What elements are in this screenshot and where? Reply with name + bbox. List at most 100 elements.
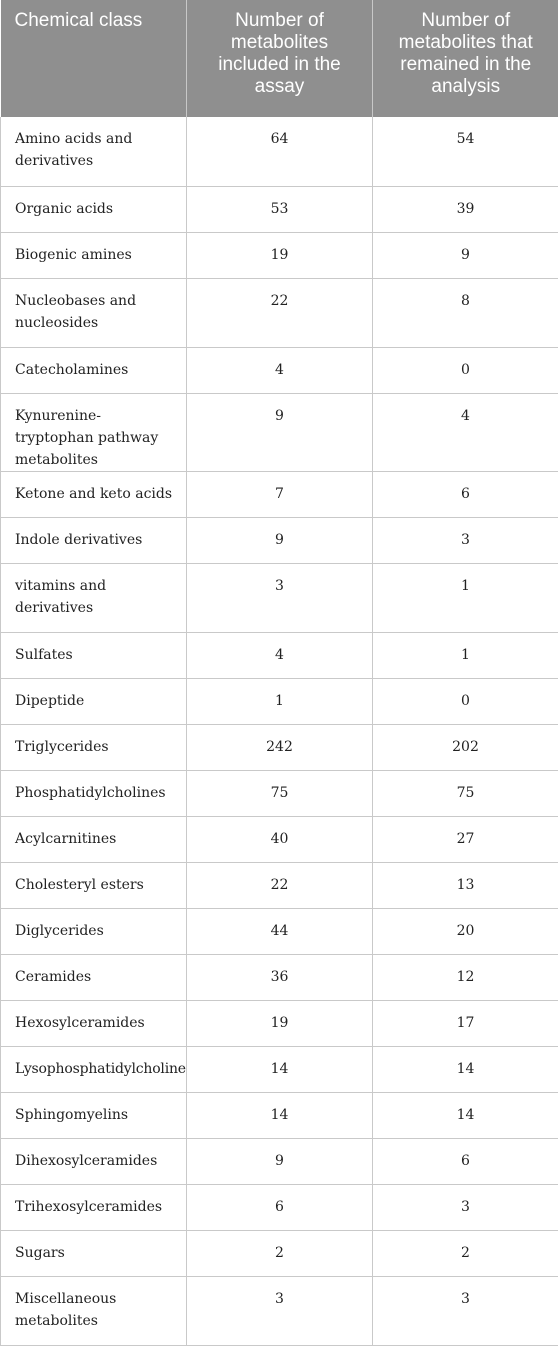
cell-included: 14 [187, 1046, 373, 1092]
table-header: Chemical class Number of metabolites inc… [1, 0, 558, 117]
table-row: Sphingomyelins 14 14 [1, 1092, 558, 1138]
cell-remained: 0 [373, 347, 558, 393]
cell-chemical-class: Cholesteryl esters [1, 862, 187, 908]
cell-chemical-class: Acylcarnitines [1, 816, 187, 862]
cell-chemical-class: Organic acids [1, 186, 187, 232]
cell-included: 44 [187, 908, 373, 954]
cell-remained: 17 [373, 1000, 558, 1046]
table-row: Biogenic amines 19 9 [1, 232, 558, 278]
cell-remained: 1 [373, 632, 558, 678]
cell-chemical-class: Amino acids and derivatives [1, 117, 187, 186]
cell-remained: 0 [373, 678, 558, 724]
header-chemical-class: Chemical class [1, 0, 187, 117]
table-row: Diglycerides 44 20 [1, 908, 558, 954]
cell-chemical-class: Biogenic amines [1, 232, 187, 278]
table-row: Acylcarnitines 40 27 [1, 816, 558, 862]
header-remained-count: Number of metabolites that remained in t… [373, 0, 558, 117]
table-row: Phosphatidylcholines 75 75 [1, 770, 558, 816]
table-body: Amino acids and derivatives 64 54 Organi… [1, 117, 558, 1345]
cell-chemical-class: vitamins and derivatives [1, 563, 187, 632]
cell-included: 4 [187, 632, 373, 678]
cell-included: 75 [187, 770, 373, 816]
cell-remained: 54 [373, 117, 558, 186]
cell-remained: 3 [373, 517, 558, 563]
cell-remained: 75 [373, 770, 558, 816]
cell-chemical-class: Catecholamines [1, 347, 187, 393]
cell-included: 40 [187, 816, 373, 862]
cell-remained: 9 [373, 232, 558, 278]
cell-chemical-class: Diglycerides [1, 908, 187, 954]
cell-included: 3 [187, 563, 373, 632]
cell-chemical-class: Triglycerides [1, 724, 187, 770]
cell-remained: 39 [373, 186, 558, 232]
cell-chemical-class: Indole derivatives [1, 517, 187, 563]
table-row: vitamins and derivatives 3 1 [1, 563, 558, 632]
table-row: Ketone and keto acids 7 6 [1, 471, 558, 517]
cell-chemical-class: Sulfates [1, 632, 187, 678]
cell-remained: 8 [373, 278, 558, 347]
table-row: Ceramides 36 12 [1, 954, 558, 1000]
cell-included: 36 [187, 954, 373, 1000]
table-row: Amino acids and derivatives 64 54 [1, 117, 558, 186]
cell-chemical-class: Nucleobases and nucleosides [1, 278, 187, 347]
table-row: Catecholamines 4 0 [1, 347, 558, 393]
cell-included: 22 [187, 862, 373, 908]
cell-chemical-class: Dihexosylceramides [1, 1138, 187, 1184]
cell-chemical-class: Lysophosphatidylcholines [1, 1046, 187, 1092]
cell-included: 9 [187, 393, 373, 471]
cell-included: 9 [187, 517, 373, 563]
cell-remained: 2 [373, 1230, 558, 1276]
cell-chemical-class: Trihexosylceramides [1, 1184, 187, 1230]
cell-included: 22 [187, 278, 373, 347]
cell-included: 3 [187, 1276, 373, 1345]
cell-remained: 3 [373, 1184, 558, 1230]
cell-chemical-class: Sugars [1, 1230, 187, 1276]
cell-included: 6 [187, 1184, 373, 1230]
cell-chemical-class: Sphingomyelins [1, 1092, 187, 1138]
table-row: Sulfates 4 1 [1, 632, 558, 678]
header-included-count: Number of metabolites included in the as… [187, 0, 373, 117]
table-row: Indole derivatives 9 3 [1, 517, 558, 563]
cell-chemical-class: Hexosylceramides [1, 1000, 187, 1046]
cell-remained: 4 [373, 393, 558, 471]
cell-remained: 14 [373, 1092, 558, 1138]
cell-remained: 1 [373, 563, 558, 632]
table-row: Kynurenine-tryptophan pathway metabolite… [1, 393, 558, 471]
cell-chemical-class: Miscellaneous metabolites [1, 1276, 187, 1345]
cell-remained: 27 [373, 816, 558, 862]
cell-included: 19 [187, 1000, 373, 1046]
table-row: Dihexosylceramides 9 6 [1, 1138, 558, 1184]
cell-chemical-class: Phosphatidylcholines [1, 770, 187, 816]
cell-included: 9 [187, 1138, 373, 1184]
table-row: Triglycerides 242 202 [1, 724, 558, 770]
table-row: Hexosylceramides 19 17 [1, 1000, 558, 1046]
cell-included: 2 [187, 1230, 373, 1276]
table-row: Trihexosylceramides 6 3 [1, 1184, 558, 1230]
cell-included: 14 [187, 1092, 373, 1138]
table-row: Cholesteryl esters 22 13 [1, 862, 558, 908]
cell-included: 53 [187, 186, 373, 232]
header-row: Chemical class Number of metabolites inc… [1, 0, 558, 117]
cell-included: 1 [187, 678, 373, 724]
cell-remained: 202 [373, 724, 558, 770]
table-row: Organic acids 53 39 [1, 186, 558, 232]
cell-chemical-class: Dipeptide [1, 678, 187, 724]
table-row: Lysophosphatidylcholines 14 14 [1, 1046, 558, 1092]
cell-remained: 3 [373, 1276, 558, 1345]
cell-remained: 12 [373, 954, 558, 1000]
table-row: Sugars 2 2 [1, 1230, 558, 1276]
cell-included: 64 [187, 117, 373, 186]
cell-remained: 6 [373, 1138, 558, 1184]
table-row: Nucleobases and nucleosides 22 8 [1, 278, 558, 347]
cell-remained: 13 [373, 862, 558, 908]
cell-included: 242 [187, 724, 373, 770]
cell-chemical-class: Ketone and keto acids [1, 471, 187, 517]
cell-included: 19 [187, 232, 373, 278]
cell-remained: 14 [373, 1046, 558, 1092]
table-row: Dipeptide 1 0 [1, 678, 558, 724]
cell-remained: 6 [373, 471, 558, 517]
cell-included: 7 [187, 471, 373, 517]
table-row: Miscellaneous metabolites 3 3 [1, 1276, 558, 1345]
